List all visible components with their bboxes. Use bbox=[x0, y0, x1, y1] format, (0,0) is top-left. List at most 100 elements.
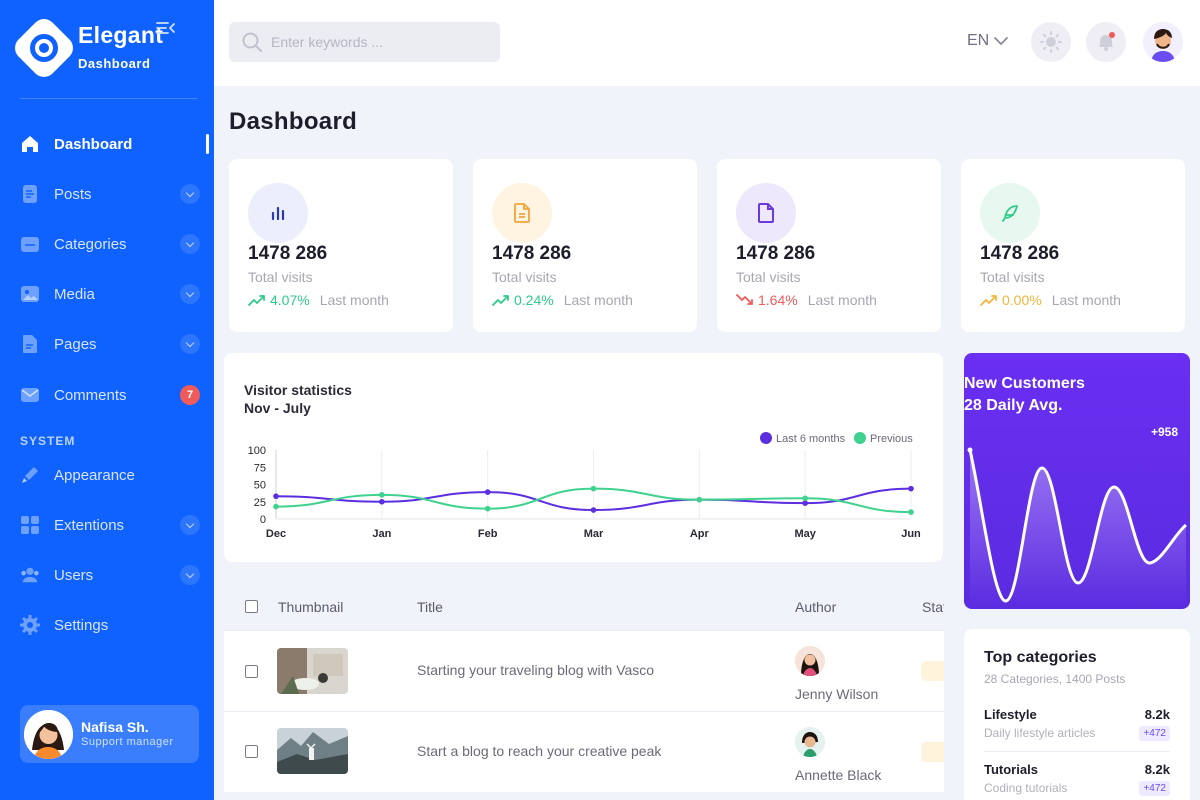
stat-period: Last month bbox=[319, 292, 389, 308]
search-input[interactable] bbox=[271, 34, 471, 50]
row-checkbox[interactable] bbox=[245, 745, 258, 758]
stat-value: 1478 286 bbox=[736, 243, 816, 264]
brand-name: Elegant bbox=[78, 22, 164, 48]
new-customers-average: 28 Daily Avg. bbox=[964, 397, 1063, 414]
chevron-down-icon[interactable] bbox=[180, 234, 200, 254]
chevron-down-icon[interactable] bbox=[180, 184, 200, 204]
data-point bbox=[908, 485, 914, 492]
sidebar-item-users[interactable]: Users bbox=[20, 559, 200, 591]
column-header-title[interactable]: Title bbox=[417, 599, 443, 615]
user-avatar[interactable] bbox=[1143, 22, 1183, 62]
bell-icon bbox=[1095, 31, 1117, 53]
chevron-down-icon bbox=[993, 36, 1009, 46]
table-row[interactable]: Starting your traveling blog with Vasco … bbox=[224, 630, 944, 711]
chart-title: Visitor statistics Nov - July bbox=[244, 381, 352, 417]
category-divider bbox=[984, 751, 1170, 752]
stat-card[interactable]: 1478 286 Total visits 1.64% Last month bbox=[717, 159, 941, 332]
x-tick-label: Feb bbox=[478, 528, 498, 540]
active-indicator bbox=[206, 134, 209, 154]
stat-trend: 0.24% Last month bbox=[492, 292, 633, 308]
data-point bbox=[273, 503, 279, 510]
theme-toggle-button[interactable] bbox=[1031, 22, 1071, 62]
new-customers-wave bbox=[967, 447, 1188, 609]
sun-icon bbox=[1039, 30, 1063, 54]
data-point bbox=[379, 498, 385, 505]
sidebar-item-settings[interactable]: Settings bbox=[20, 609, 200, 641]
post-title[interactable]: Starting your traveling blog with Vasco bbox=[417, 662, 655, 678]
search-box[interactable] bbox=[229, 22, 500, 62]
notifications-button[interactable] bbox=[1086, 22, 1126, 62]
section-label-system: SYSTEM bbox=[20, 434, 76, 448]
chevron-down-icon[interactable] bbox=[180, 284, 200, 304]
trend-up-icon bbox=[248, 294, 266, 306]
brush-icon bbox=[20, 465, 40, 485]
feather-icon bbox=[980, 183, 1040, 243]
sidebar-item-pages[interactable]: Pages bbox=[20, 328, 200, 360]
post-thumbnail[interactable] bbox=[277, 728, 348, 774]
category-description: Coding tutorials bbox=[984, 781, 1068, 795]
post-thumbnail[interactable] bbox=[277, 648, 348, 694]
post-title[interactable]: Start a blog to reach your creative peak bbox=[417, 743, 662, 759]
sidebar-item-media[interactable]: Media bbox=[20, 278, 200, 310]
sidebar-item-comments[interactable]: Comments 7 bbox=[20, 379, 200, 411]
sidebar-item-dashboard[interactable]: Dashboard bbox=[20, 128, 200, 160]
profile-name: Nafisa Sh. bbox=[81, 719, 149, 735]
sidebar-item-label: Users bbox=[54, 566, 94, 584]
document-icon bbox=[492, 183, 552, 243]
posts-icon bbox=[20, 184, 40, 204]
category-description: Daily lifestyle articles bbox=[984, 726, 1096, 740]
status-badge bbox=[921, 661, 944, 681]
legend-label: Previous bbox=[870, 433, 913, 445]
chevron-down-icon[interactable] bbox=[180, 334, 200, 354]
x-tick-label: Jan bbox=[372, 528, 391, 540]
language-selector[interactable]: EN bbox=[967, 32, 1009, 50]
sidebar-item-posts[interactable]: Posts bbox=[20, 178, 200, 210]
author-name: Jenny Wilson bbox=[795, 686, 879, 702]
file-icon bbox=[736, 183, 796, 243]
stat-label: Total visits bbox=[492, 269, 557, 285]
brand[interactable]: Elegant Dashboard bbox=[10, 14, 200, 90]
user-profile-card[interactable]: Nafisa Sh. Support manager bbox=[20, 705, 199, 763]
trend-down-icon bbox=[736, 294, 754, 306]
author-avatar bbox=[795, 646, 825, 676]
bar-chart-icon bbox=[248, 183, 308, 243]
sidebar-item-label: Settings bbox=[54, 616, 109, 634]
category-value: 8.2k bbox=[1144, 762, 1170, 777]
chevron-down-icon[interactable] bbox=[180, 515, 200, 535]
chevron-down-icon[interactable] bbox=[180, 565, 200, 585]
sidebar-item-label: Appearance bbox=[54, 466, 135, 484]
data-point bbox=[908, 509, 914, 515]
stat-card[interactable]: 1478 286 Total visits 0.24% Last month bbox=[473, 159, 697, 332]
stat-label: Total visits bbox=[248, 269, 313, 285]
new-customers-card: New Customers 28 Daily Avg. +958 bbox=[964, 353, 1190, 609]
collapse-menu-icon[interactable] bbox=[156, 20, 176, 36]
sidebar-item-label: Categories bbox=[54, 235, 127, 253]
select-all-checkbox[interactable] bbox=[245, 600, 258, 613]
sidebar-item-extentions[interactable]: Extentions bbox=[20, 509, 200, 541]
row-checkbox[interactable] bbox=[245, 665, 258, 678]
category-badge: +472 bbox=[1139, 726, 1170, 741]
stat-card[interactable]: 1478 286 Total visits 4.07% Last month bbox=[229, 159, 453, 332]
avatar bbox=[24, 710, 73, 759]
image-icon bbox=[20, 284, 40, 304]
y-tick-label: 75 bbox=[254, 462, 266, 474]
sidebar-item-appearance[interactable]: Appearance bbox=[20, 459, 200, 491]
gear-icon bbox=[20, 615, 40, 635]
grid-icon bbox=[20, 515, 40, 535]
column-header-status[interactable]: Status bbox=[922, 599, 944, 615]
data-point bbox=[696, 496, 703, 503]
column-header-author[interactable]: Author bbox=[795, 599, 837, 615]
top-categories-title: Top categories bbox=[984, 649, 1097, 666]
stat-period: Last month bbox=[1051, 292, 1121, 308]
top-categories-subtitle: 28 Categories, 1400 Posts bbox=[984, 672, 1126, 686]
data-point bbox=[590, 485, 597, 492]
new-customers-heading: New Customers bbox=[964, 375, 1085, 392]
column-header-thumbnail[interactable]: Thumbnail bbox=[278, 599, 344, 615]
data-point bbox=[484, 489, 491, 495]
stat-period: Last month bbox=[807, 292, 877, 308]
table-row[interactable]: Start a blog to reach your creative peak… bbox=[224, 711, 944, 792]
stat-card[interactable]: 1478 286 Total visits 0.00% Last month bbox=[961, 159, 1185, 332]
sidebar-item-categories[interactable]: Categories bbox=[20, 228, 200, 260]
trend-up-icon bbox=[492, 294, 510, 306]
x-tick-label: Dec bbox=[266, 528, 286, 540]
